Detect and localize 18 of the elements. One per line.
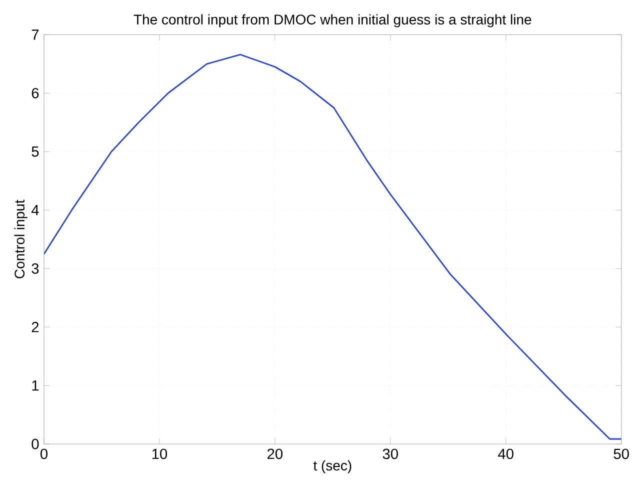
y-tick-label: 1 <box>32 380 39 391</box>
x-axis-title: t (sec) <box>313 460 352 474</box>
y-axis-title: Control input <box>14 200 28 278</box>
y-tick-label: 3 <box>32 263 39 274</box>
chart-title: The control input from DMOC when initial guess is a straight line <box>134 14 532 28</box>
line-series <box>44 54 622 440</box>
y-tick-label: 7 <box>32 30 39 40</box>
y-tick-label: 2 <box>32 322 39 332</box>
x-tick-label: 30 <box>382 448 398 460</box>
x-tick-label: 20 <box>268 448 283 460</box>
y-tick-label: 5 <box>32 146 39 157</box>
y-tick-label: 6 <box>32 88 39 98</box>
x-tick-label: 50 <box>614 448 629 460</box>
x-tick-label: 0 <box>40 448 48 460</box>
y-tick-label: 4 <box>31 205 39 216</box>
x-tick-label: 40 <box>498 448 514 460</box>
y-tick-label: 0 <box>32 438 39 450</box>
x-tick-label: 10 <box>152 448 168 460</box>
